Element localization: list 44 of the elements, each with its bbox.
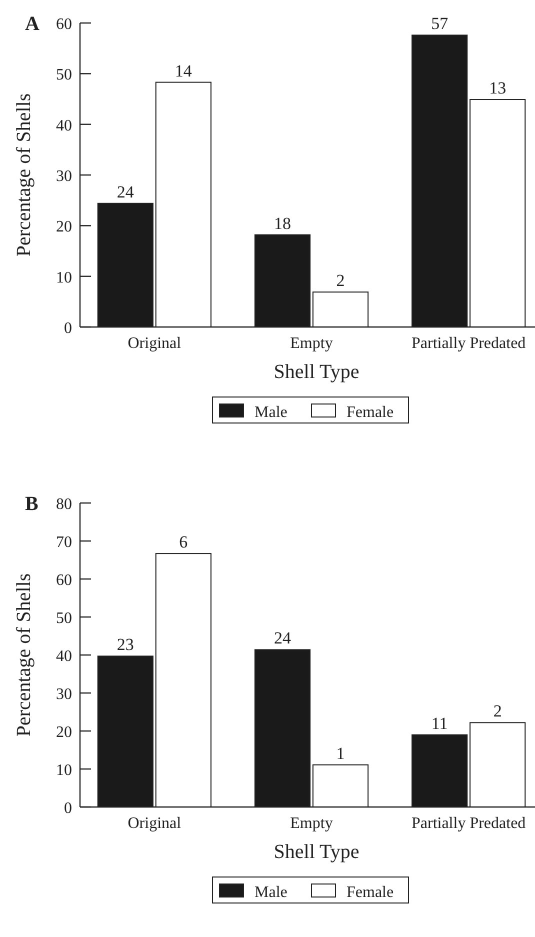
x-tick-label: Original <box>128 335 182 352</box>
chart-title: B <box>25 493 38 515</box>
y-tick-label: 10 <box>56 269 72 286</box>
legend-label: Female <box>346 404 394 421</box>
legend-label: Female <box>346 884 394 901</box>
annotation: 18 <box>274 214 291 233</box>
y-tick-label: 10 <box>56 762 72 779</box>
y-tick-label: 20 <box>56 724 72 741</box>
annotation: 13 <box>489 78 506 98</box>
y-tick-label: 40 <box>56 117 72 134</box>
annotation: 24 <box>274 628 292 648</box>
y-tick-label: 30 <box>56 168 72 185</box>
x-tick-label: Partially Predated <box>412 335 526 352</box>
x-axis-title: Shell Type <box>274 841 360 863</box>
x-tick-label: Partially Predated <box>412 815 526 832</box>
y-tick-label: 0 <box>64 800 72 817</box>
legend-label: Male <box>254 884 288 901</box>
y-tick-label: 50 <box>56 610 72 627</box>
annotation: 23 <box>116 635 134 654</box>
annotation: 11 <box>431 714 448 733</box>
x-tick-label: Empty <box>290 815 333 832</box>
y-tick-label: 0 <box>64 320 72 337</box>
y-tick-label: 60 <box>56 572 72 589</box>
annotation: 6 <box>179 532 188 552</box>
chart-title: A <box>25 13 40 35</box>
y-tick-label: 40 <box>56 648 72 665</box>
legend-label: Male <box>254 404 288 421</box>
annotation: 24 <box>116 182 134 202</box>
annotation: 57 <box>431 14 449 34</box>
y-tick-label: 50 <box>56 66 72 84</box>
y-tick-label: 20 <box>56 218 72 236</box>
y-tick-label: 80 <box>56 496 72 513</box>
x-tick-label: Original <box>128 815 182 832</box>
annotation: 14 <box>174 61 192 80</box>
y-axis-title: Percentage of Shells <box>13 573 35 737</box>
y-axis-title: Percentage of Shells <box>13 93 35 257</box>
x-axis-title: Shell Type <box>274 361 360 383</box>
annotation: 2 <box>336 271 345 290</box>
y-tick-label: 60 <box>56 16 72 33</box>
y-tick-label: 70 <box>56 534 72 551</box>
y-tick-label: 30 <box>56 686 72 703</box>
annotation: 1 <box>336 744 345 763</box>
annotation: 2 <box>493 702 502 721</box>
x-tick-label: Empty <box>290 335 333 352</box>
